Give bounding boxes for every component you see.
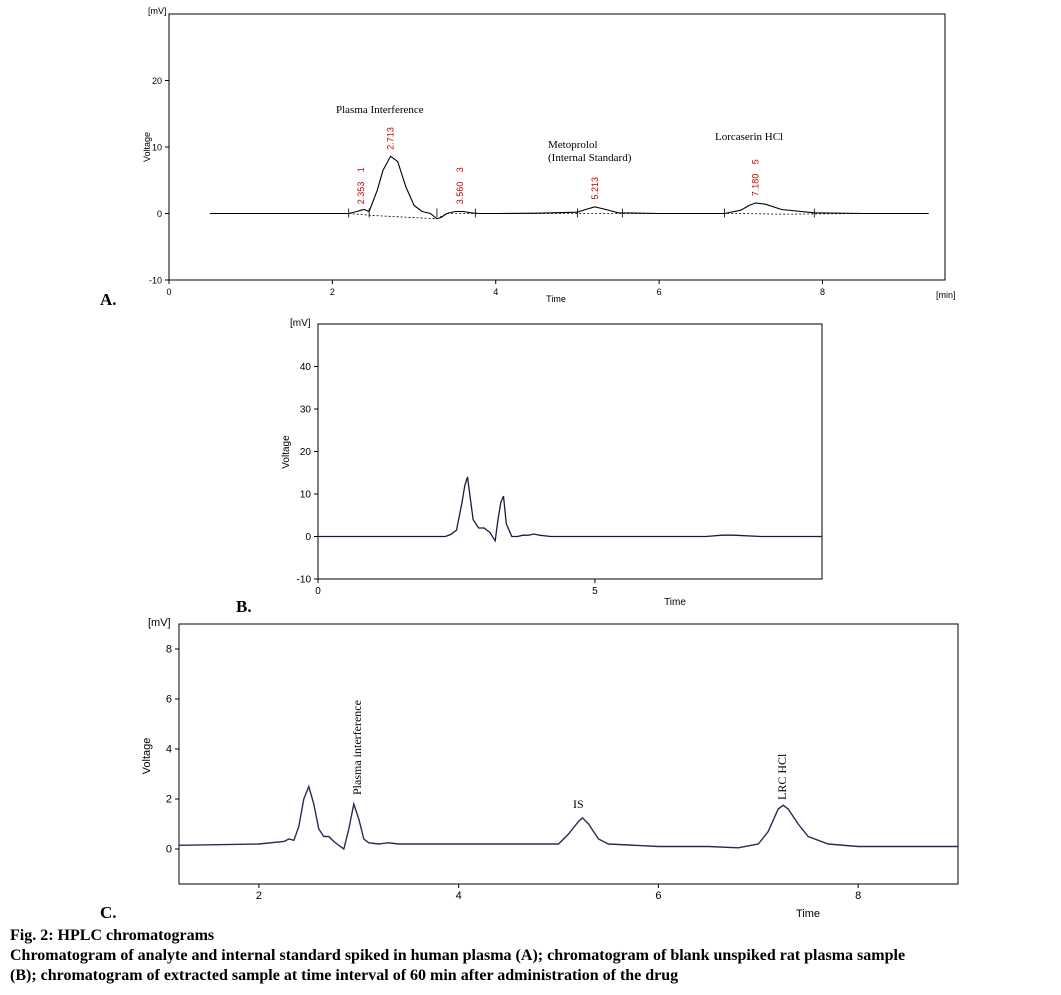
x-tick-label: 8: [820, 287, 825, 297]
panel-label-c: C.: [100, 903, 117, 922]
ticks-c: 2 4 6 8 0 2 4 6 8: [166, 644, 861, 903]
trace-c: [178, 784, 958, 851]
x-tick-label: 4: [493, 287, 498, 297]
annotation-internal-standard: (Internal Standard): [548, 152, 632, 164]
peak-labels-a: 2.353 1 2.713 3.560 3 5.213 7.180 5: [348, 127, 815, 218]
caption-line-2: (B); chromatogram of extracted sample at…: [10, 967, 679, 984]
y-axis-label-c: Voltage: [141, 738, 153, 775]
x-tick-label: 8: [855, 890, 861, 902]
x-unit-a: [min]: [936, 290, 956, 300]
y-tick-label: 0: [166, 844, 172, 856]
y-tick-label: 2: [166, 794, 172, 806]
x-axis-label-a: Time: [546, 294, 566, 304]
peak-retention-label: 7.180: [751, 174, 761, 197]
y-tick-label: 40: [300, 362, 312, 373]
x-tick-label: 5: [592, 586, 598, 597]
y-tick-label: 8: [166, 644, 172, 656]
y-tick-label: -10: [149, 276, 162, 286]
x-tick-label: 0: [315, 586, 321, 597]
plot-frame-b: [317, 323, 823, 580]
caption-title: Fig. 2: HPLC chromatograms: [10, 927, 215, 944]
y-unit-c: [mV]: [148, 617, 171, 629]
y-unit-a: [mV]: [148, 6, 167, 16]
x-tick-label: 4: [456, 890, 462, 902]
annotation-is: IS: [573, 797, 584, 811]
peak-retention-label: 5.213: [590, 177, 600, 200]
peak-retention-label: 3.560: [455, 182, 465, 205]
x-tick-label: 6: [657, 287, 662, 297]
y-tick-label: 0: [157, 209, 162, 219]
ticks-a: 0 2 4 6 8 -10 0 10 20: [149, 76, 825, 297]
peak-retention-label: 2.353: [356, 182, 366, 205]
peak-retention-label: 2.713: [386, 127, 396, 150]
chromatogram-a: [mV] [min] Voltage Time 0 2 4 6 8 -10 0 10 20 2.…: [100, 6, 956, 309]
y-axis-label-a: Voltage: [142, 132, 152, 162]
y-tick-label: 30: [300, 405, 312, 416]
trace-a: [209, 155, 929, 220]
y-tick-label: -10: [297, 575, 312, 586]
trace-b: [318, 476, 822, 543]
caption-line-1: Chromatogram of analyte and internal sta…: [10, 947, 906, 964]
y-tick-label: 20: [152, 76, 162, 86]
annotation-lrc-hcl: LRC HCl: [775, 753, 789, 800]
peak-id-label: 3: [455, 167, 465, 172]
y-tick-label: 4: [166, 744, 172, 756]
y-tick-label: 20: [300, 447, 312, 458]
annotation-plasma-interference: Plasma Interference: [336, 104, 424, 116]
y-tick-label: 10: [152, 143, 162, 153]
x-tick-label: 2: [330, 287, 335, 297]
y-tick-label: 10: [300, 490, 312, 501]
annotation-lorcaserin: Lorcaserin HCl: [715, 131, 783, 143]
y-tick-label: 0: [305, 532, 311, 543]
y-axis-label-b: Voltage: [281, 435, 292, 469]
annotation-plasma-interference-c: Plasma interference: [350, 700, 364, 795]
x-axis-label-b: Time: [664, 597, 686, 608]
peak-id-label: 5: [751, 159, 761, 164]
chromatogram-c: [mV] Voltage Time 2 4 6 8 0 2 4 6 8 Plasma inter…: [100, 617, 959, 922]
y-tick-label: 6: [166, 694, 172, 706]
baseline-a: [348, 213, 864, 220]
x-tick-label: 0: [166, 287, 171, 297]
x-axis-label-c: Time: [796, 908, 820, 920]
x-tick-label: 2: [256, 890, 262, 902]
x-tick-label: 6: [655, 890, 661, 902]
figure-caption: Fig. 2: HPLC chromatograms Chromatogram …: [10, 926, 1060, 986]
peak-id-label: 1: [356, 167, 366, 172]
panel-label-a: A.: [100, 290, 117, 309]
plot-frame-c: [178, 623, 959, 885]
panel-label-b: B.: [236, 597, 252, 616]
y-unit-b: [mV]: [290, 318, 311, 329]
annotation-metoprolol: Metoprolol: [548, 139, 598, 151]
